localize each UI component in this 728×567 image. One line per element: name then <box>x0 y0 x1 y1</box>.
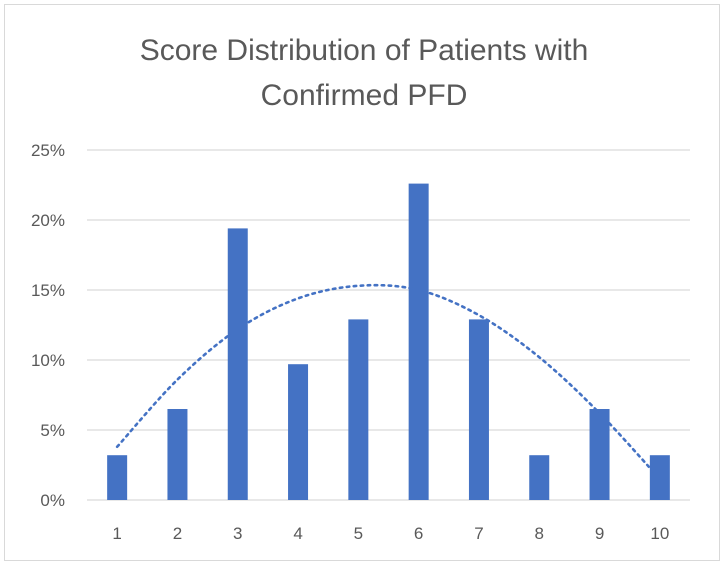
bar-4 <box>288 364 309 500</box>
bar-8 <box>529 455 550 500</box>
y-tick-label: 10% <box>31 351 65 370</box>
x-tick-label: 1 <box>112 524 121 543</box>
y-tick-label: 0% <box>40 491 65 510</box>
x-tick-label: 8 <box>535 524 544 543</box>
y-tick-label: 5% <box>40 421 65 440</box>
bar-10 <box>649 455 670 500</box>
y-tick-label: 15% <box>31 281 65 300</box>
x-tick-label: 4 <box>293 524 302 543</box>
bar-3 <box>227 228 248 500</box>
bar-7 <box>468 319 489 500</box>
bar-1 <box>107 455 128 500</box>
x-tick-label: 2 <box>173 524 182 543</box>
chart-title: Score Distribution of Patients with Conf… <box>0 28 728 118</box>
bar-5 <box>348 319 369 500</box>
x-tick-label: 9 <box>595 524 604 543</box>
bar-2 <box>167 409 188 500</box>
trendline <box>115 283 662 481</box>
bar-6 <box>408 183 429 500</box>
x-tick-label: 3 <box>233 524 242 543</box>
bar-9 <box>589 409 610 500</box>
y-tick-label: 25% <box>31 141 65 160</box>
x-tick-label: 6 <box>414 524 423 543</box>
chart-title-line-2: Confirmed PFD <box>260 79 468 112</box>
chart-title-line-1: Score Distribution of Patients with <box>139 34 589 67</box>
x-tick-label: 10 <box>650 524 669 543</box>
x-tick-label: 5 <box>354 524 363 543</box>
y-tick-label: 20% <box>31 211 65 230</box>
x-tick-label: 7 <box>474 524 483 543</box>
